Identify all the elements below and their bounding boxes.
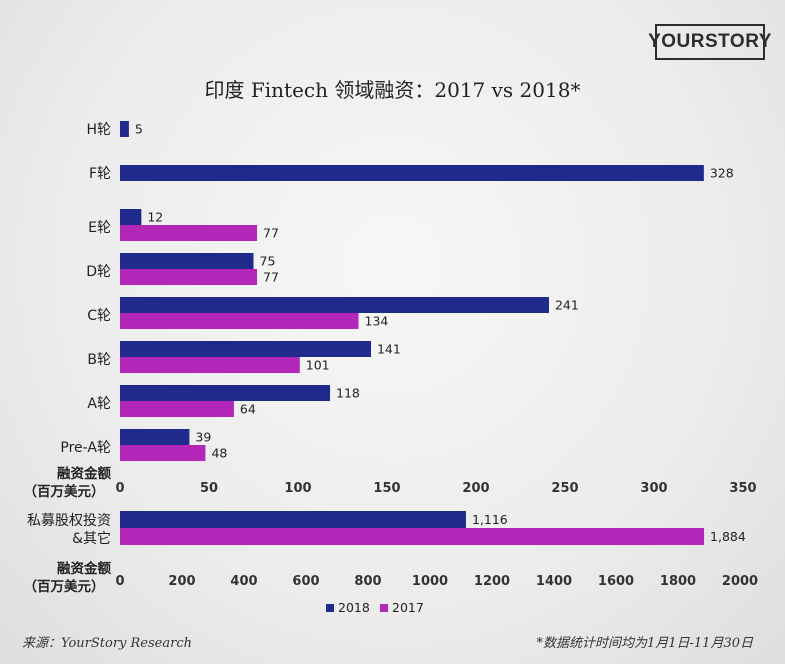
yourstory-logo: YOURSTORY — [648, 24, 771, 60]
category-label-4: C轮 — [87, 308, 111, 324]
x-tick-2-9: 1800 — [660, 574, 696, 589]
date-range-note: *数据统计时间均为1月1日-11月30日 — [536, 636, 753, 651]
x-tick-1-0: 0 — [115, 481, 124, 496]
value-label-2018-0: 5 — [135, 122, 143, 137]
value-label-2018-pe: 1,116 — [472, 512, 508, 527]
category-label-pe-line1: 私募股权投资 — [27, 513, 111, 529]
value-label-2018-6: 118 — [336, 386, 360, 401]
bar-2018-7 — [120, 429, 190, 445]
x-tick-2-8: 1600 — [598, 574, 634, 589]
value-label-2017-2: 77 — [263, 226, 279, 241]
value-label-2017-4: 134 — [365, 314, 389, 329]
value-label-2017-7: 48 — [211, 446, 227, 461]
bar-2017-7 — [120, 445, 206, 461]
value-label-2018-2: 12 — [147, 210, 163, 225]
value-label-2017-5: 101 — [306, 358, 330, 373]
bar-2018-4 — [120, 297, 549, 313]
bar-2018-0 — [120, 121, 129, 137]
bar-2017-5 — [120, 357, 300, 373]
value-label-2017-pe: 1,884 — [710, 529, 746, 544]
category-label-1: F轮 — [89, 166, 111, 182]
value-label-2018-3: 75 — [260, 254, 276, 269]
bar-2017-3 — [120, 269, 258, 285]
x-tick-1-2: 100 — [284, 481, 311, 496]
x-axis-label-1-line2: （百万美元） — [24, 483, 105, 500]
x-tick-1-7: 350 — [729, 481, 756, 496]
x-tick-1-5: 250 — [551, 481, 578, 496]
bar-2017-2 — [120, 225, 258, 241]
value-label-2017-3: 77 — [263, 270, 279, 285]
value-label-2018-7: 39 — [195, 430, 211, 445]
x-tick-2-2: 400 — [230, 574, 257, 589]
bar-2018-1 — [120, 165, 704, 181]
chart-title: 印度 Fintech 领域融资：2017 vs 2018* — [204, 78, 581, 102]
value-label-2018-1: 328 — [710, 166, 734, 181]
source-note: 来源：YourStory Research — [22, 636, 192, 651]
x-axis-label-1-line1: 融资金额 — [57, 465, 111, 482]
category-label-2: E轮 — [88, 220, 111, 236]
bar-2018-6 — [120, 385, 331, 401]
bar-2017-pe — [120, 528, 705, 545]
x-tick-1-6: 300 — [640, 481, 667, 496]
category-label-7: Pre-A轮 — [60, 440, 111, 456]
legend-swatch-2018 — [326, 604, 334, 612]
x-axis-label-2-line1: 融资金额 — [57, 560, 111, 577]
bar-2018-2 — [120, 209, 142, 225]
category-label-3: D轮 — [86, 264, 111, 280]
x-axis-label-2-line2: （百万美元） — [24, 578, 105, 595]
bar-2018-pe — [120, 511, 466, 528]
bar-2018-5 — [120, 341, 371, 357]
x-tick-2-7: 1400 — [536, 574, 572, 589]
x-tick-2-4: 800 — [354, 574, 381, 589]
value-label-2018-4: 241 — [555, 298, 579, 313]
x-tick-2-3: 600 — [292, 574, 319, 589]
x-tick-2-0: 0 — [115, 574, 124, 589]
legend-label-2017: 2017 — [392, 600, 424, 615]
value-label-2018-5: 141 — [377, 342, 401, 357]
bar-2017-6 — [120, 401, 234, 417]
value-label-2017-6: 64 — [240, 402, 256, 417]
x-tick-2-10: 2000 — [722, 574, 758, 589]
x-tick-2-6: 1200 — [474, 574, 510, 589]
bar-2017-4 — [120, 313, 359, 329]
category-label-6: A轮 — [87, 396, 111, 412]
legend-swatch-2017 — [380, 604, 388, 612]
category-label-0: H轮 — [86, 122, 111, 138]
x-tick-1-3: 150 — [373, 481, 400, 496]
x-tick-1-1: 50 — [200, 481, 218, 496]
x-tick-1-4: 200 — [462, 481, 489, 496]
x-tick-2-1: 200 — [168, 574, 195, 589]
category-label-pe-line2: &其它 — [72, 530, 111, 547]
x-tick-2-5: 1000 — [412, 574, 448, 589]
bar-2018-3 — [120, 253, 254, 269]
legend-label-2018: 2018 — [338, 600, 370, 615]
category-label-5: B轮 — [87, 352, 111, 368]
